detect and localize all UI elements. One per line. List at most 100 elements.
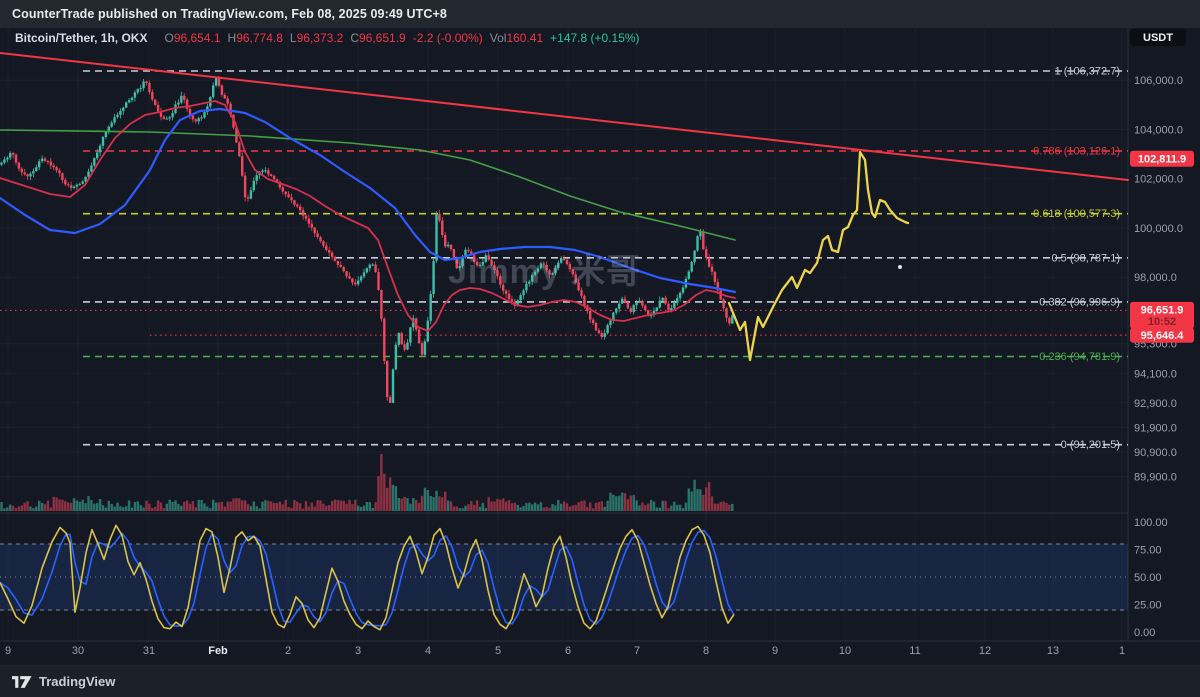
volume-bar [444, 491, 447, 511]
candle-body [504, 290, 508, 294]
volume-bar [40, 502, 44, 511]
candle-body [536, 268, 540, 272]
candle-body [122, 107, 125, 111]
volume-bar [432, 497, 435, 511]
volume-bar [713, 503, 717, 511]
candle-body [728, 317, 731, 324]
symbol-title[interactable]: Bitcoin/Tether, 1h, OKX [15, 31, 148, 45]
price-axis-label: 92,900.0 [1134, 398, 1177, 410]
volume-bar [406, 498, 409, 511]
candle-body [26, 174, 29, 177]
volume-bar [304, 501, 308, 511]
candle-body [281, 187, 284, 192]
candle-body [243, 175, 247, 198]
volume-bar [707, 481, 711, 511]
volume-bar [591, 508, 595, 511]
volume-bar [644, 505, 647, 511]
candle-body [435, 213, 438, 261]
volume-bar [673, 501, 676, 511]
candle-body [725, 308, 728, 318]
candle-body [655, 307, 659, 311]
volume-bar [142, 507, 145, 511]
candle-body [731, 315, 734, 324]
candle-body [420, 343, 424, 355]
stochastic-pane [0, 524, 1128, 631]
grid-layer [0, 28, 1128, 641]
volume-bar [64, 501, 67, 511]
volume-bar [371, 508, 374, 511]
price-axis-label: 102,000.0 [1134, 174, 1183, 186]
price-axis[interactable]: 106,000.0 104,000.0 102,000.0 100,000.0 98,0… [1134, 75, 1183, 639]
candle-body [438, 213, 441, 221]
volume-bar [641, 502, 644, 511]
volume-bar [136, 501, 139, 511]
candle-body [226, 98, 229, 104]
volume-bar [354, 499, 357, 511]
currency-toggle-button[interactable]: USDT [1130, 29, 1186, 46]
candle-body [49, 161, 52, 166]
candle-body [716, 282, 719, 291]
candle-body [61, 173, 64, 180]
candle-body [58, 170, 61, 174]
candle-body [377, 272, 380, 290]
candle-body [696, 236, 699, 251]
candle-body [275, 179, 279, 182]
candle-body [432, 260, 435, 294]
candle-body [562, 258, 566, 260]
volume-bar [351, 504, 354, 511]
volume-bar [52, 496, 55, 511]
stoch-d-line [0, 529, 735, 627]
candle-body [220, 85, 224, 95]
volume-bar [661, 500, 664, 511]
candle-body [177, 102, 180, 105]
candle-body [383, 318, 386, 361]
candle-body [678, 292, 682, 299]
candle-body [539, 263, 543, 269]
indicator-axis-label: 75.00 [1134, 545, 1162, 557]
candle-body [267, 170, 270, 175]
tradingview-logo-icon[interactable] [12, 674, 32, 690]
volume-bar [119, 506, 122, 511]
candle-body [583, 295, 586, 306]
candle-body [72, 186, 76, 188]
candle-body [296, 204, 299, 207]
candle-body [589, 311, 592, 320]
candle-body [516, 300, 519, 306]
volume-bar [96, 503, 99, 511]
candle-body [475, 261, 479, 266]
candle-body [638, 300, 641, 303]
upper-price-badge-bg [1130, 150, 1194, 167]
volume-bar [678, 504, 682, 511]
volume-bar [481, 502, 485, 511]
candle-body [687, 271, 690, 279]
volume-bar [127, 500, 131, 511]
tradingview-brand-name[interactable]: TradingView [39, 674, 116, 689]
time-axis[interactable]: 9 30 31 Feb 2 3 4 5 6 7 8 9 10 11 12 13 1 [5, 645, 1125, 657]
volume-bar [649, 499, 653, 511]
volume-bar [81, 499, 84, 511]
volume-bar [626, 499, 630, 511]
candle-body [46, 160, 50, 162]
candle-body [40, 158, 44, 162]
candle-body [264, 170, 267, 172]
candle-body [136, 89, 139, 93]
candles-layer [0, 75, 734, 404]
volume-bar [151, 507, 154, 511]
volume-bar [458, 508, 461, 511]
volume-bar [728, 504, 731, 511]
candle-body [81, 181, 84, 184]
candle-body [362, 272, 366, 277]
volume-bar [562, 501, 566, 511]
candle-body [681, 287, 685, 293]
candle-body [551, 273, 554, 275]
volume-bar [504, 501, 508, 511]
volume-bar [255, 506, 258, 511]
volume-bar [316, 500, 319, 511]
candle-body [130, 97, 134, 101]
candle-body [594, 323, 598, 331]
volume-bar [423, 487, 427, 511]
candle-body [452, 249, 456, 258]
volume-bar [110, 503, 113, 511]
volume-bar [220, 501, 224, 511]
